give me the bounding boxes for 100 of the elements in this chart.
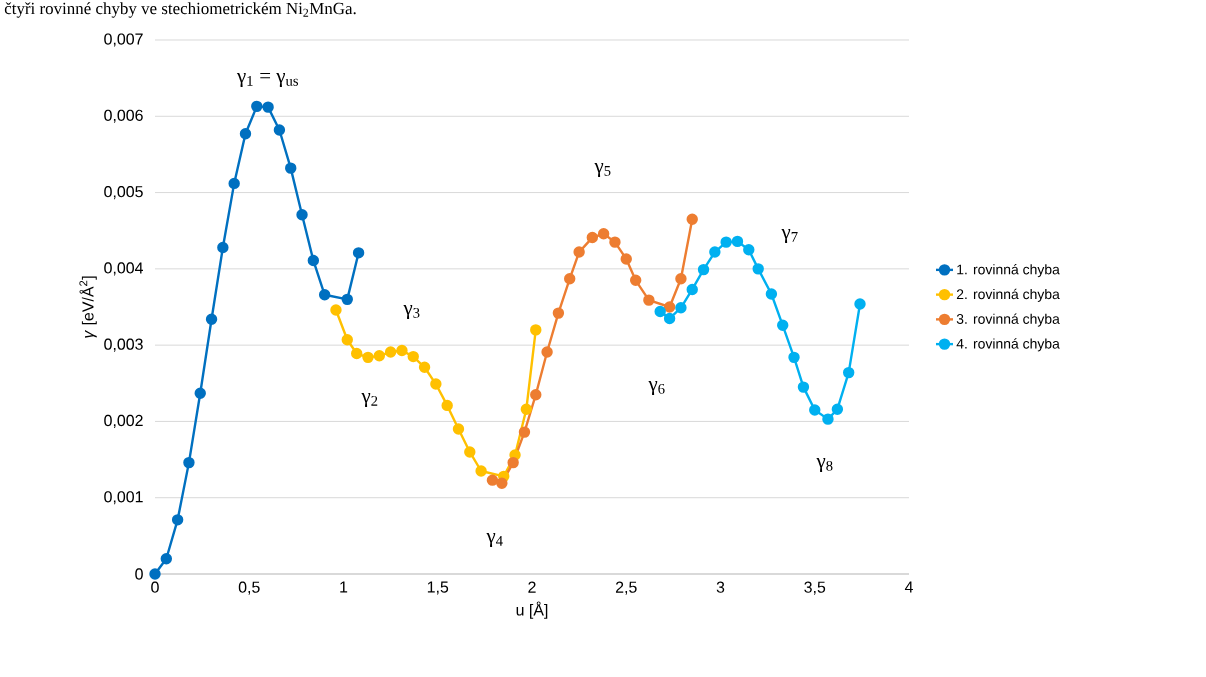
- point: [765, 288, 778, 300]
- point: [183, 456, 195, 469]
- annotation: γ$_{1}$ = γ$_{us}$: [236, 72, 299, 88]
- annotation: γ$_{4}$: [486, 532, 503, 548]
- point: [586, 231, 599, 244]
- x-tick-label: 0: [151, 581, 159, 593]
- point: [351, 347, 363, 360]
- point: [239, 128, 252, 140]
- point: [352, 247, 365, 259]
- point: [752, 263, 764, 275]
- y-tick-label: 0,001: [104, 491, 143, 505]
- point: [407, 350, 419, 363]
- legend-label: 3. rovinná chyba: [956, 313, 1060, 327]
- point: [285, 162, 297, 174]
- point: [697, 263, 710, 276]
- y-tick-label: 0,005: [104, 185, 143, 200]
- point: [643, 294, 655, 306]
- point: [384, 346, 397, 358]
- point: [854, 298, 866, 310]
- point: [273, 124, 286, 136]
- point: [486, 474, 499, 486]
- point: [149, 568, 161, 580]
- point: [160, 553, 173, 565]
- legend-label: 4. rovinná chyba: [956, 338, 1060, 352]
- point: [430, 378, 442, 390]
- annotation: γ$_{3}$: [403, 304, 420, 320]
- point: [720, 236, 732, 248]
- point: [743, 244, 755, 256]
- x-tick-label: 3,5: [804, 581, 826, 595]
- point: [831, 403, 844, 415]
- point: [330, 304, 342, 316]
- point: [205, 313, 218, 325]
- y-tick-label: 0: [135, 568, 143, 580]
- y-tick-label: 0,002: [104, 414, 143, 428]
- y-axis-title: γ [eV/Å$^{2}$]: [79, 276, 97, 338]
- point: [530, 389, 542, 401]
- point: [552, 307, 565, 319]
- legend-label: 2. rovinná chyba: [956, 288, 1060, 302]
- point: [520, 403, 533, 415]
- point: [396, 344, 408, 357]
- point: [788, 351, 800, 364]
- y-tick-label: 0,003: [104, 338, 143, 352]
- point: [318, 289, 331, 301]
- point: [464, 446, 476, 458]
- point: [373, 350, 386, 362]
- point: [418, 361, 431, 373]
- point: [475, 465, 487, 477]
- point: [251, 100, 263, 113]
- x-tick-label: 3: [716, 581, 725, 593]
- annotation: γ$_{7}$: [781, 228, 798, 244]
- annotation: γ$_{6}$: [648, 380, 665, 396]
- point: [663, 301, 676, 313]
- x-tick-label: 2: [528, 581, 536, 593]
- point: [675, 302, 687, 314]
- point: [620, 253, 632, 265]
- x-tick-label: 4: [904, 581, 913, 593]
- point: [654, 305, 666, 318]
- point: [441, 399, 453, 412]
- annotation: γ$_{2}$: [361, 392, 378, 408]
- point: [228, 177, 240, 190]
- point: [597, 228, 610, 240]
- point: [675, 273, 687, 285]
- point: [731, 235, 744, 248]
- y-tick-label: 0,006: [104, 109, 143, 123]
- x-tick-label: 1: [340, 581, 348, 593]
- point: [518, 426, 531, 438]
- point: [530, 324, 542, 336]
- point: [797, 381, 810, 393]
- point: [809, 404, 821, 416]
- point: [541, 346, 553, 358]
- point: [171, 514, 184, 526]
- point: [686, 213, 698, 225]
- point: [777, 319, 789, 331]
- point: [709, 246, 721, 258]
- point: [609, 236, 621, 248]
- point: [296, 208, 308, 221]
- text: čtyři rovinné chyby ve stechiometrickém Ni$_{2}$MnGa.: [4, 2, 356, 18]
- point: [362, 351, 374, 364]
- point: [341, 334, 353, 346]
- point: [194, 387, 206, 399]
- point: [341, 293, 353, 306]
- point: [573, 246, 585, 258]
- annotation: γ$_{8}$: [816, 457, 833, 473]
- x-tick-label: 1,5: [427, 581, 449, 595]
- point: [452, 423, 465, 435]
- y-tick-label: 0,007: [104, 33, 143, 47]
- point: [307, 254, 320, 267]
- x-axis-title: u [Å]: [516, 601, 548, 619]
- point: [822, 413, 834, 425]
- point: [564, 273, 576, 285]
- y-tick-label: 0,004: [104, 262, 143, 276]
- point: [496, 477, 508, 489]
- legend-label: 1. rovinná chyba: [957, 263, 1060, 278]
- point: [262, 101, 274, 113]
- point: [507, 456, 519, 469]
- point: [686, 283, 698, 296]
- x-tick-label: 2,5: [615, 581, 637, 595]
- point: [842, 366, 855, 379]
- annotation: γ$_{5}$: [594, 162, 611, 178]
- point: [629, 274, 642, 286]
